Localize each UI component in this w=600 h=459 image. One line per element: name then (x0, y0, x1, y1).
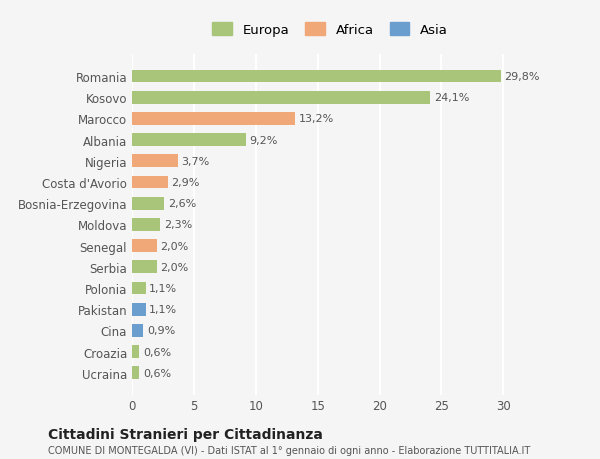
Text: 0,6%: 0,6% (143, 368, 171, 378)
Text: 2,6%: 2,6% (168, 199, 196, 209)
Bar (132, 176, 168, 189)
Bar (132, 367, 139, 379)
Text: 29,8%: 29,8% (505, 72, 540, 82)
Bar (132, 261, 157, 274)
Bar (132, 71, 501, 83)
Text: 3,7%: 3,7% (182, 157, 210, 167)
Text: 13,2%: 13,2% (299, 114, 334, 124)
Bar (132, 197, 164, 210)
Text: 24,1%: 24,1% (434, 93, 469, 103)
Legend: Europa, Africa, Asia: Europa, Africa, Asia (207, 17, 453, 42)
Text: 2,0%: 2,0% (160, 262, 189, 272)
Text: 2,3%: 2,3% (164, 220, 193, 230)
Bar (132, 303, 146, 316)
Text: 2,0%: 2,0% (160, 241, 189, 251)
Bar (132, 155, 178, 168)
Text: 9,2%: 9,2% (250, 135, 278, 146)
Text: COMUNE DI MONTEGALDA (VI) - Dati ISTAT al 1° gennaio di ogni anno - Elaborazione: COMUNE DI MONTEGALDA (VI) - Dati ISTAT a… (48, 445, 530, 455)
Bar (132, 113, 295, 125)
Bar (132, 346, 139, 358)
Bar (132, 325, 143, 337)
Bar (132, 240, 157, 252)
Bar (132, 282, 146, 295)
Bar (132, 134, 246, 147)
Text: 1,1%: 1,1% (149, 283, 178, 293)
Text: 1,1%: 1,1% (149, 304, 178, 314)
Text: 2,9%: 2,9% (172, 178, 200, 188)
Text: 0,9%: 0,9% (147, 326, 175, 336)
Bar (132, 218, 160, 231)
Bar (132, 92, 430, 104)
Text: Cittadini Stranieri per Cittadinanza: Cittadini Stranieri per Cittadinanza (48, 427, 323, 441)
Text: 0,6%: 0,6% (143, 347, 171, 357)
